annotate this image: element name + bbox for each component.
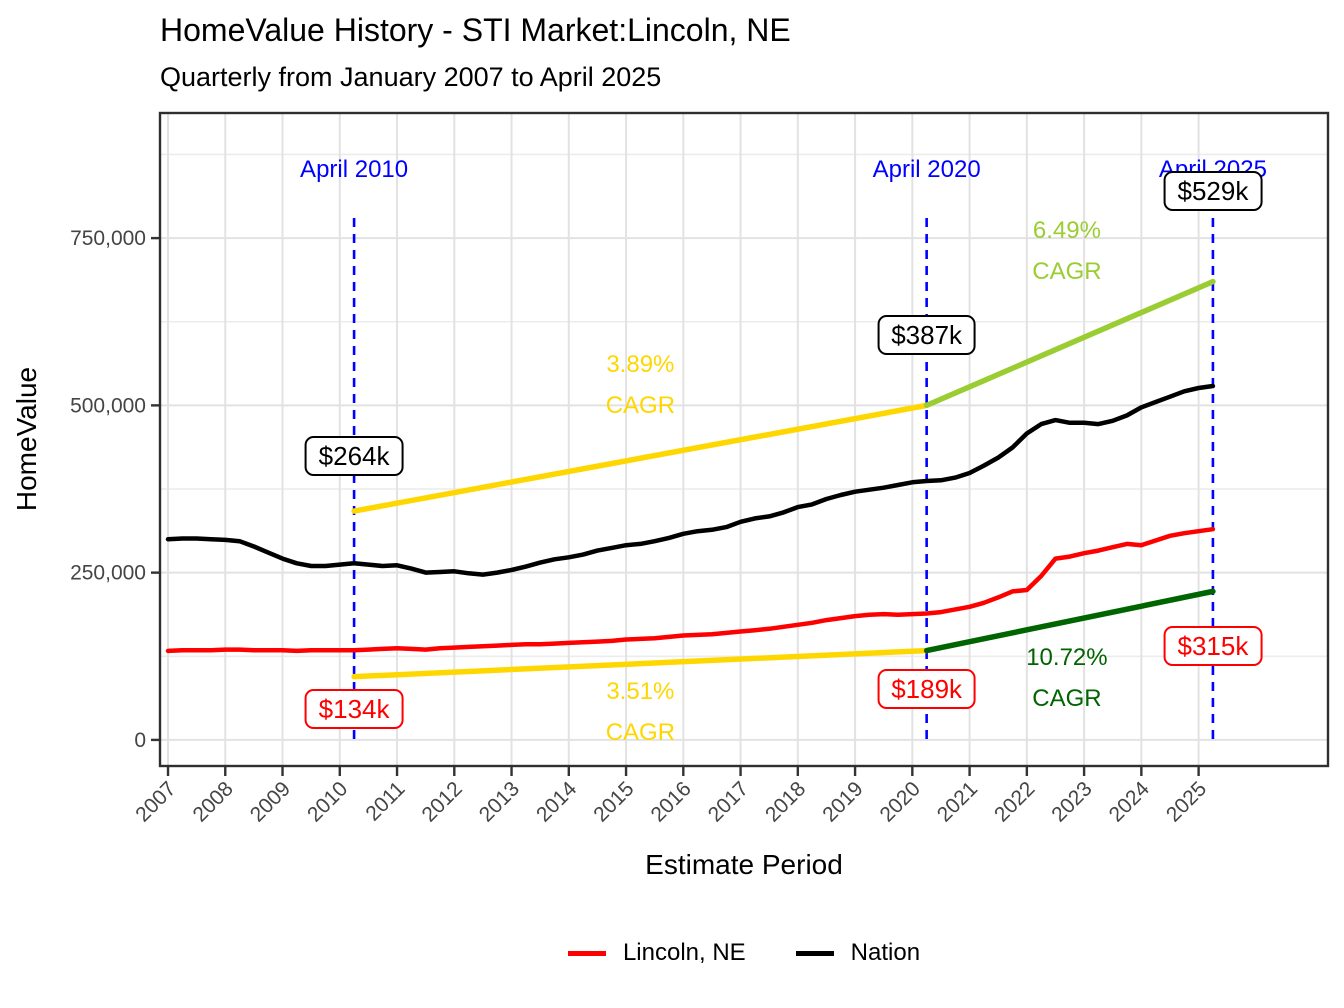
cagr-rate: 3.89% [606,350,675,378]
legend-label: Lincoln, NE [622,939,746,966]
x-tick-label: 2011 [361,777,409,825]
legend-key-nation-line [795,950,834,956]
cagr-caption: CAGR [1032,684,1102,712]
cagr-rate: 3.51% [606,678,675,706]
value-box-lincoln-2025: $315k [1163,625,1263,666]
y-tick-label: 250,000 [70,562,146,585]
lincoln-trend-2020-2025 [923,588,1216,654]
panel-border [158,111,1330,768]
x-tick-label: 2017 [704,777,753,826]
x-tick-label: 2018 [761,777,810,826]
y-axis-title: HomeValue [11,366,42,512]
y-tick-label: 750,000 [70,227,146,250]
legend-item-lincoln: Lincoln, NE [567,939,746,967]
nation-trend-2010-2020 [351,402,930,514]
cagr-label-nation-2020-2025: 6.49% CAGR [1032,210,1101,292]
cagr-label-nation-2010-2020: 3.89% CAGR [606,344,675,426]
x-tick-label: 2022 [990,777,1039,826]
legend-label: Nation [850,939,921,966]
x-tick-label: 2024 [1105,777,1155,827]
lincoln-trend-2010-2020 [351,647,930,680]
x-tick-label: 2012 [418,777,467,826]
cagr-caption: CAGR [605,719,676,747]
legend: Lincoln, NE Nation [160,933,1328,973]
x-tick-label: 2023 [1047,777,1096,826]
x-tick-label: 2010 [303,777,352,826]
x-tick-label: 2020 [876,777,925,826]
x-tick-label: 2025 [1162,777,1211,826]
value-box-lincoln-2010: $134k [304,689,404,730]
value-box-nation-2020: $387k [877,315,977,356]
y-tick-label: 0 [134,729,146,752]
cagr-caption: CAGR [1032,258,1102,286]
series-line-nation [165,383,1216,577]
x-tick-label: 2016 [647,777,696,826]
x-tick-label: 2013 [475,777,524,826]
cagr-caption: CAGR [605,391,676,419]
cagr-rate: 10.72% [1026,643,1108,671]
cagr-rate: 6.49% [1032,217,1101,245]
legend-item-nation: Nation [795,939,921,967]
x-tick-label: 2015 [589,777,638,826]
legend-key-lincoln-line [567,950,606,956]
x-tick-label: 2019 [818,777,867,826]
chart-title: HomeValue History - STI Market:Lincoln, … [160,12,791,48]
vline-label-april-2010: April 2010 [300,156,409,183]
x-tick-label: 2008 [189,777,238,826]
nation-trend-2020-2025 [923,278,1216,409]
value-box-lincoln-2020: $189k [877,669,977,710]
cagr-label-lincoln-2010-2020: 3.51% CAGR [606,671,675,753]
series-line-lincoln-ne [165,526,1216,654]
x-axis-title: Estimate Period [645,849,843,880]
cagr-label-lincoln-2020-2025: 10.72% CAGR [1026,637,1107,719]
x-tick-label: 2009 [246,777,295,826]
value-box-nation-2025: $529k [1163,171,1263,212]
x-tick-label: 2014 [532,777,582,827]
y-tick-label: 500,000 [70,394,146,417]
vline-label-april-2020: April 2020 [872,156,981,183]
value-box-nation-2010: $264k [304,436,404,477]
x-tick-label: 2021 [933,777,982,826]
x-tick-label: 2007 [131,777,180,826]
chart-subtitle: Quarterly from January 2007 to April 202… [160,62,662,92]
